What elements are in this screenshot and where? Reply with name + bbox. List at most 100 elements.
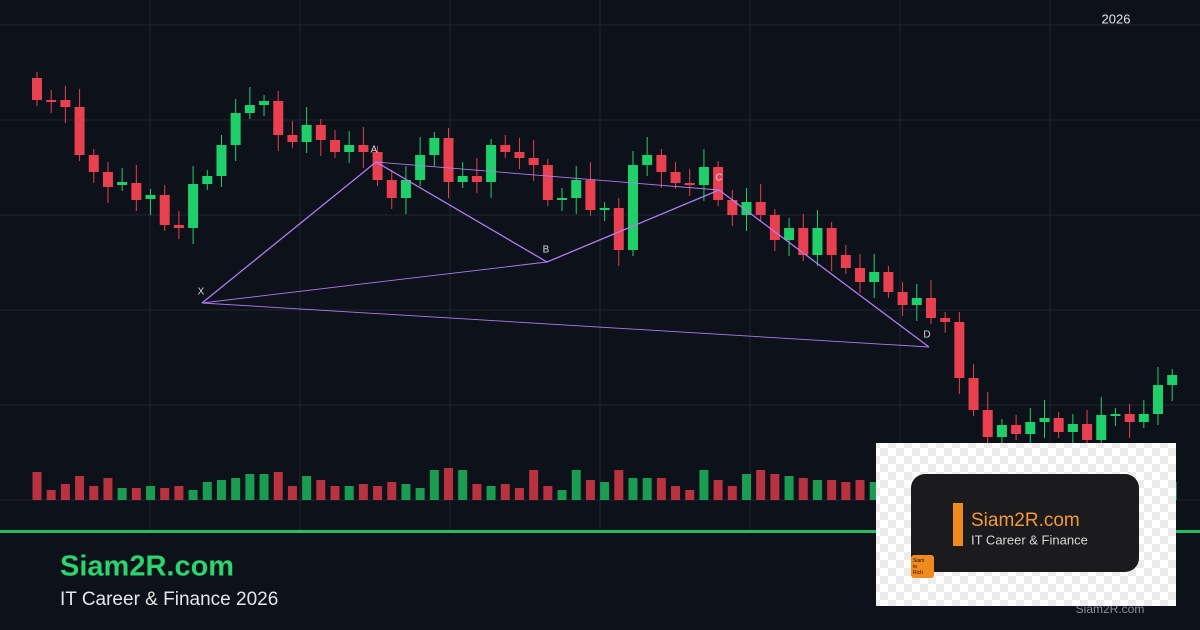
candle-body [1039, 418, 1050, 422]
candle-body [571, 180, 582, 198]
volume-bar [543, 486, 553, 500]
candle-body [982, 410, 993, 437]
volume-bar [401, 484, 411, 500]
candle-body [642, 155, 653, 165]
candle-body [216, 145, 227, 176]
candle-body [514, 152, 525, 158]
volume-bar [742, 474, 751, 500]
pattern-xd [201, 302, 930, 348]
candle-body [1082, 424, 1093, 440]
candle-body [173, 225, 184, 228]
candle-body [32, 78, 42, 100]
volume-bar [784, 476, 794, 500]
volume-bar [656, 478, 666, 500]
volume-bar [174, 486, 184, 500]
volume-bar [514, 488, 524, 500]
candle-body [883, 272, 894, 292]
volume-bar [458, 470, 468, 500]
volume-bar [160, 488, 170, 500]
volume-bar [259, 474, 269, 500]
candle-body [855, 268, 866, 282]
logo-badge [911, 555, 934, 578]
volume-bar [841, 482, 851, 500]
candles [32, 72, 1178, 456]
brand-title: Siam2R.com [60, 551, 234, 583]
pattern-label: A [371, 145, 378, 156]
candle-body [713, 167, 724, 200]
harmonic-pattern [201, 161, 930, 348]
candle-body [1124, 414, 1135, 422]
logo-panel [911, 474, 1139, 572]
volume-bar [529, 470, 539, 500]
volume-bar [557, 490, 567, 500]
candle-body [500, 145, 511, 152]
candle-body [329, 140, 340, 152]
candle-body [386, 180, 397, 198]
volume-bar [358, 484, 368, 500]
pattern-label: B [543, 245, 550, 256]
volume-bar [756, 470, 766, 500]
candle-body [131, 183, 142, 200]
candle-body [840, 255, 851, 268]
candle-body [259, 101, 270, 105]
candle-body [798, 228, 809, 255]
candle-body [74, 107, 85, 155]
volume-bar [32, 472, 42, 500]
candle-body [1167, 375, 1178, 385]
candle-body [202, 176, 213, 184]
volume-bar [302, 476, 312, 500]
volume-bar [812, 480, 822, 500]
candle-body [273, 101, 284, 135]
volume-bar [75, 476, 85, 500]
candle-body [1025, 422, 1036, 434]
candle-body [1110, 414, 1121, 416]
candle-body [613, 208, 624, 250]
volume-bar [117, 488, 127, 500]
candle-body [230, 113, 241, 145]
candle-body [968, 378, 979, 410]
candle-body [585, 180, 596, 210]
candle-body [826, 228, 837, 255]
volume-bar [444, 468, 454, 500]
candle-body [670, 172, 681, 183]
candle-body [244, 105, 255, 113]
candle-body [471, 176, 482, 182]
volume-bar [231, 478, 241, 500]
logo-badge-text-box: Siam to Rich [913, 558, 924, 576]
pattern-label: D [923, 330, 930, 341]
volume-bar [500, 484, 510, 500]
candle-body [656, 155, 667, 172]
volume-bar [699, 470, 709, 500]
candle-body [1067, 424, 1078, 432]
divider [0, 530, 1200, 533]
candle-body [599, 208, 610, 210]
candle-body [1153, 385, 1164, 414]
candle-body [1053, 418, 1064, 432]
volume-bar [614, 470, 624, 500]
pattern-ac [375, 161, 720, 191]
candle-body [344, 145, 355, 152]
volume-bar [330, 486, 340, 500]
candle-body [954, 322, 965, 378]
volume-bar [316, 480, 326, 500]
candle-body [315, 125, 326, 140]
candle-body [457, 176, 468, 182]
volume-bar [146, 486, 156, 500]
candle-body [88, 155, 99, 172]
volume-bar [628, 478, 638, 500]
candle-body [287, 135, 298, 142]
candle-body [188, 184, 199, 228]
volume-bar [429, 470, 439, 500]
candle-body [429, 138, 440, 155]
candle-body [698, 167, 709, 185]
candle-body [1138, 414, 1149, 422]
volume-bar [188, 490, 198, 500]
pattern-label: X [198, 287, 205, 298]
candle-body [557, 198, 568, 200]
volume-bar [273, 472, 283, 500]
volume-bar [798, 478, 808, 500]
volume-bar [671, 486, 681, 500]
volume-bar [571, 470, 581, 500]
